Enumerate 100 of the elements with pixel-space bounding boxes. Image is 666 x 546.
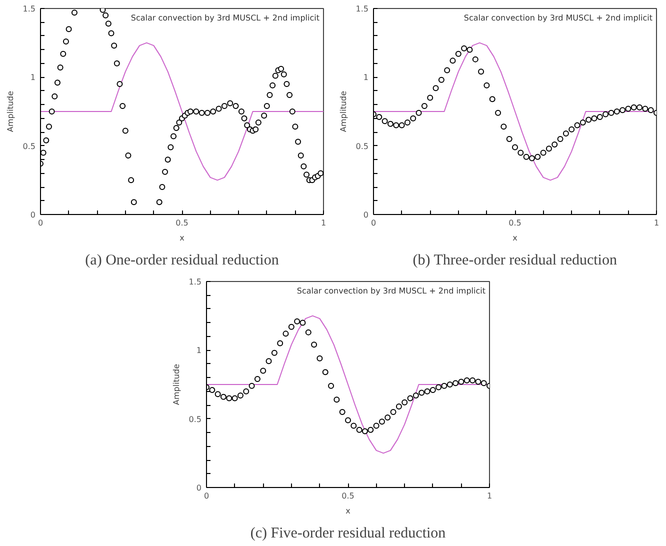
y-tick-label: 0.5 (356, 142, 369, 151)
point (398, 122, 405, 128)
text: (a) One-order residual reduction (85, 252, 280, 268)
y-tick-label: 1.5 (188, 278, 202, 286)
point (464, 377, 470, 384)
point (602, 111, 609, 118)
point (444, 67, 450, 74)
point (390, 408, 396, 415)
text: Scalar convection by 3rd MUSCL + 2nd implicit (464, 14, 653, 22)
point (266, 358, 272, 364)
x-axis-title: x (180, 234, 185, 242)
point (472, 56, 478, 62)
point (489, 96, 496, 102)
point (608, 110, 614, 116)
point (614, 108, 620, 114)
y-tick-label: 0.5 (22, 142, 36, 151)
point (209, 387, 216, 393)
x-tick-label: 0.5 (176, 218, 188, 228)
point (424, 388, 430, 394)
point (402, 399, 408, 406)
point (316, 355, 323, 362)
point (446, 382, 453, 388)
point (580, 119, 586, 126)
line-series (206, 315, 490, 454)
point (214, 391, 221, 398)
point (362, 428, 368, 434)
point (288, 324, 294, 330)
point (523, 154, 530, 160)
y-axis-title: Amplitude (172, 364, 181, 405)
y-tick-label: 1.5 (356, 4, 369, 14)
point (368, 426, 374, 433)
point (648, 107, 654, 114)
point (455, 50, 462, 57)
text: Scalar convection by 3rd MUSCL + 2nd implicit (296, 286, 486, 296)
point (220, 394, 226, 400)
x-tick-label: 1 (654, 218, 660, 228)
point (282, 330, 289, 337)
point (591, 115, 598, 122)
y-tick-label: 0.5 (188, 414, 202, 424)
point (305, 329, 312, 336)
point (404, 119, 410, 126)
point (334, 396, 340, 403)
point (552, 141, 558, 148)
x-axis-title: x (512, 234, 518, 242)
point (339, 408, 346, 415)
text: (c) Five-order residual reduction (250, 526, 446, 542)
point (260, 368, 266, 374)
point (466, 46, 473, 53)
x-tick-label: 0 (204, 492, 210, 500)
x-tick-label: 1 (486, 492, 492, 500)
point (642, 106, 648, 112)
point (396, 403, 402, 410)
point (484, 82, 490, 88)
y-axis-title: Amplitude (338, 90, 348, 132)
point (625, 106, 632, 112)
text: (b) Three-order residual reduction (412, 252, 618, 268)
point (450, 58, 456, 64)
point (586, 116, 592, 123)
y-tick-label: 0 (30, 210, 36, 220)
y-tick-label: 0 (196, 484, 202, 492)
point (506, 136, 512, 142)
point (373, 422, 380, 429)
point (432, 85, 439, 92)
point (518, 150, 524, 156)
point (546, 146, 552, 152)
point (237, 392, 244, 398)
point (322, 369, 328, 376)
point (226, 395, 232, 402)
point (271, 350, 278, 356)
point (452, 380, 459, 386)
x-tick-label: 0.5 (508, 218, 522, 228)
x-tick-label: 1 (320, 218, 326, 228)
point (596, 114, 603, 120)
point (232, 395, 238, 402)
point (475, 378, 482, 385)
point (500, 124, 507, 130)
point (376, 114, 382, 120)
point (557, 136, 564, 142)
point (356, 426, 362, 433)
y-tick-label: 1 (363, 73, 369, 82)
y-tick-label: 1 (30, 73, 36, 82)
point (387, 120, 394, 127)
y-tick-label: 0 (363, 210, 369, 220)
point (412, 392, 419, 398)
point (384, 414, 391, 420)
point (410, 115, 416, 122)
point (421, 103, 428, 109)
x-axis-title: x (346, 506, 351, 516)
point (393, 122, 400, 128)
point (540, 150, 546, 156)
x-tick-label: 0 (370, 218, 376, 228)
point (574, 122, 580, 128)
x-tick-label: 0 (38, 218, 44, 228)
point (512, 144, 518, 150)
line-series (40, 42, 324, 181)
point (630, 104, 637, 110)
point (528, 155, 535, 162)
y-tick-label: 1 (196, 346, 202, 356)
point (407, 395, 414, 402)
point (277, 340, 284, 346)
